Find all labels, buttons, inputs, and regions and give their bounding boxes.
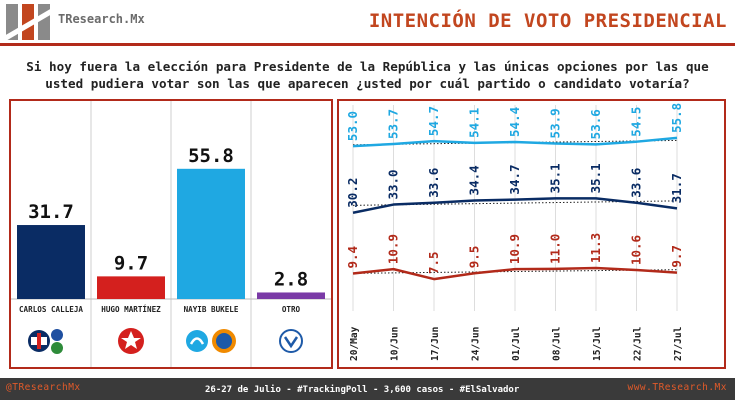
data-label: 53.0	[345, 111, 360, 141]
bar-value-label: 2.8	[274, 268, 308, 290]
category-label: CARLOS CALLEJA	[19, 305, 83, 314]
footer-info: 26-27 de Julio - #TrackingPoll - 3,600 c…	[205, 385, 520, 395]
fmln-star-icon	[121, 331, 141, 349]
data-label: 54.4	[507, 107, 522, 137]
data-label: 33.6	[629, 168, 644, 198]
bar	[257, 292, 325, 299]
x-tick-label: 17/Jun	[430, 327, 441, 361]
footer-website: www.TResearch.Mx	[627, 382, 727, 393]
bar-chart-panel: 31.7 CARLOS CALLEJA 9.7 HUGO MARTÍNEZ 55.8 NA…	[9, 99, 333, 369]
category-label: HUGO MARTÍNEZ	[101, 305, 161, 314]
trend-line-chart: 53.0 53.7 54.7 54.1 54.4 53.9 53.6 54.5 55.8 30.2…	[345, 103, 684, 361]
data-label: 9.4	[345, 246, 360, 269]
data-label: 54.1	[467, 108, 482, 138]
data-label: 30.2	[345, 178, 360, 208]
pdc-logo-icon	[51, 342, 63, 354]
data-label: 54.5	[629, 107, 644, 137]
x-tick-label: 01/Jul	[511, 326, 522, 361]
title-divider	[0, 43, 735, 46]
tresearch-logo-icon	[4, 4, 52, 42]
footer-handle: @TResearchMx	[6, 382, 81, 393]
bar	[97, 276, 165, 299]
x-tick-label: 27/Jul	[673, 326, 684, 361]
x-tick-label: 15/Jul	[592, 326, 603, 361]
bar	[177, 168, 245, 299]
data-label: 9.5	[467, 246, 482, 269]
data-label: 7.5	[426, 251, 441, 274]
data-label: 53.6	[588, 109, 603, 139]
data-label: 53.9	[548, 108, 563, 138]
data-label: 34.4	[467, 165, 482, 195]
bar-chart: 31.7 CARLOS CALLEJA 9.7 HUGO MARTÍNEZ 55.8 NA…	[11, 101, 331, 367]
data-label: 9.7	[669, 245, 684, 268]
data-label: 53.7	[386, 109, 401, 139]
series-line	[352, 136, 678, 148]
x-tick-label: 10/Jun	[390, 327, 401, 361]
trend-chart-panel: 53.0 53.7 54.7 54.1 54.4 53.9 53.6 54.5 55.8 30.2…	[337, 99, 726, 369]
bar	[17, 225, 85, 299]
data-label: 55.8	[669, 103, 684, 133]
series-line	[352, 197, 678, 214]
data-label: 33.0	[386, 169, 401, 199]
vamos-logo-icon	[279, 329, 303, 353]
data-label: 35.1	[548, 163, 563, 193]
data-label: 10.6	[629, 235, 644, 265]
data-label: 11.3	[588, 233, 603, 263]
nuevas-ideas-logo-icon	[186, 330, 208, 352]
x-tick-label: 24/Jun	[471, 327, 482, 361]
nuevas-ideas-mark-icon	[189, 337, 205, 345]
bar-value-label: 31.7	[28, 201, 74, 223]
data-label: 54.7	[426, 106, 441, 136]
category-label: OTRO	[282, 305, 301, 314]
brand-name: TResearch.Mx	[58, 12, 145, 26]
x-tick-label: 20/May	[349, 326, 360, 361]
data-label: 33.6	[426, 168, 441, 198]
series-line	[352, 266, 678, 281]
bar-value-label: 55.8	[188, 145, 234, 167]
data-label: 11.0	[548, 234, 563, 264]
data-label: 34.7	[507, 164, 522, 194]
data-label: 35.1	[588, 163, 603, 193]
x-tick-label: 08/Jul	[552, 326, 563, 361]
bar-value-label: 9.7	[114, 252, 148, 274]
vamos-mark-icon	[283, 336, 299, 349]
x-tick-label: 22/Jul	[633, 326, 644, 361]
arena-logo-cross	[37, 333, 41, 349]
pcn-logo-icon	[51, 329, 63, 341]
data-label: 10.9	[386, 234, 401, 264]
category-label: NAYIB BUKELE	[184, 305, 239, 314]
footer-bar: @TResearchMx 26-27 de Julio - #TrackingP…	[0, 378, 735, 400]
question-line-2: usted pudiera votar son las que aparecen…	[45, 76, 690, 91]
data-label: 31.7	[669, 173, 684, 203]
gana-logo-inner-icon	[216, 333, 232, 349]
question-line-1: Si hoy fuera la elección para Presidente…	[26, 59, 709, 74]
survey-question: Si hoy fuera la elección para Presidente…	[20, 58, 715, 92]
page-title: INTENCIÓN DE VOTO PRESIDENCIAL	[368, 10, 727, 32]
data-label: 10.9	[507, 234, 522, 264]
